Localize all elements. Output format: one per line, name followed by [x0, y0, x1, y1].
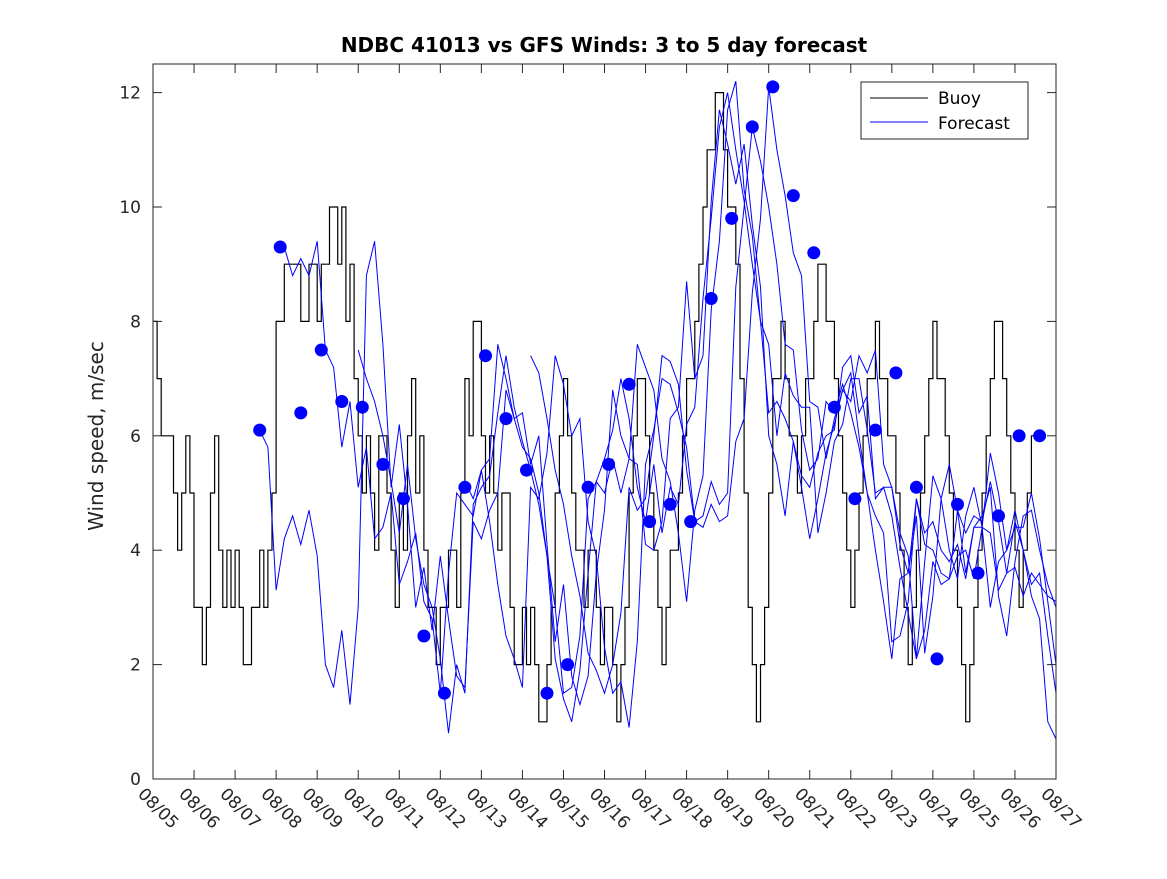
forecast-marker — [540, 686, 554, 700]
legend: Buoy Forecast — [860, 81, 1029, 140]
forecast-marker — [561, 658, 575, 672]
y-tick-label: 10 — [119, 198, 141, 218]
forecast-marker — [827, 400, 841, 414]
forecast-marker — [868, 423, 882, 437]
y-tick-label: 6 — [130, 427, 141, 447]
legend-label-buoy: Buoy — [938, 89, 981, 109]
forecast-marker — [294, 406, 308, 420]
forecast-series-line-5 — [530, 126, 1057, 695]
chart-title: NDBC 41013 vs GFS Winds: 3 to 5 day fore… — [341, 33, 868, 57]
forecast-marker — [355, 400, 369, 414]
legend-label-forecast: Forecast — [938, 114, 1010, 134]
forecast-marker — [889, 366, 903, 380]
forecast-marker — [807, 246, 821, 260]
forecast-marker — [458, 480, 472, 494]
y-tick-label: 12 — [119, 84, 141, 104]
forecast-series-line-2 — [283, 81, 1057, 740]
y-tick-label: 2 — [130, 656, 141, 676]
forecast-marker — [725, 211, 739, 225]
forecast-marker — [602, 457, 616, 471]
forecast-marker — [376, 457, 390, 471]
forecast-marker — [909, 480, 923, 494]
forecast-marker — [273, 240, 287, 254]
forecast-marker — [253, 423, 267, 437]
forecast-marker — [314, 343, 328, 357]
y-axis-label: Wind speed, m/sec — [84, 341, 108, 531]
forecast-marker — [766, 80, 780, 94]
forecast-marker — [1033, 429, 1047, 443]
forecast-marker — [684, 515, 698, 529]
forecast-marker — [499, 412, 513, 426]
forecast-marker — [951, 497, 964, 511]
forecast-marker — [437, 686, 451, 700]
forecast-marker — [643, 515, 657, 529]
forecast-marker — [992, 509, 1005, 523]
forecast-marker — [848, 492, 862, 506]
forecast-marker — [622, 377, 636, 391]
forecast-marker — [786, 189, 800, 203]
forecast-series-line-1 — [259, 109, 1057, 707]
forecast-marker — [479, 349, 492, 363]
forecast-marker — [581, 480, 595, 494]
forecast-series-line-3 — [357, 92, 1057, 734]
forecast-marker — [417, 629, 431, 643]
forecast-marker — [396, 492, 410, 506]
forecast-marker — [663, 497, 677, 511]
y-tick-label: 4 — [130, 541, 141, 561]
legend-box — [860, 81, 1029, 140]
forecast-marker — [1012, 429, 1026, 443]
y-tick-label: 0 — [130, 770, 141, 790]
forecast-marker — [930, 652, 944, 666]
forecast-marker — [745, 120, 759, 134]
forecast-marker — [971, 566, 985, 580]
forecast-marker — [335, 395, 349, 408]
forecast-marker — [704, 292, 718, 305]
buoy-series-line — [153, 92, 1036, 723]
forecast-marker — [520, 463, 533, 477]
y-tick-label: 8 — [130, 312, 141, 332]
